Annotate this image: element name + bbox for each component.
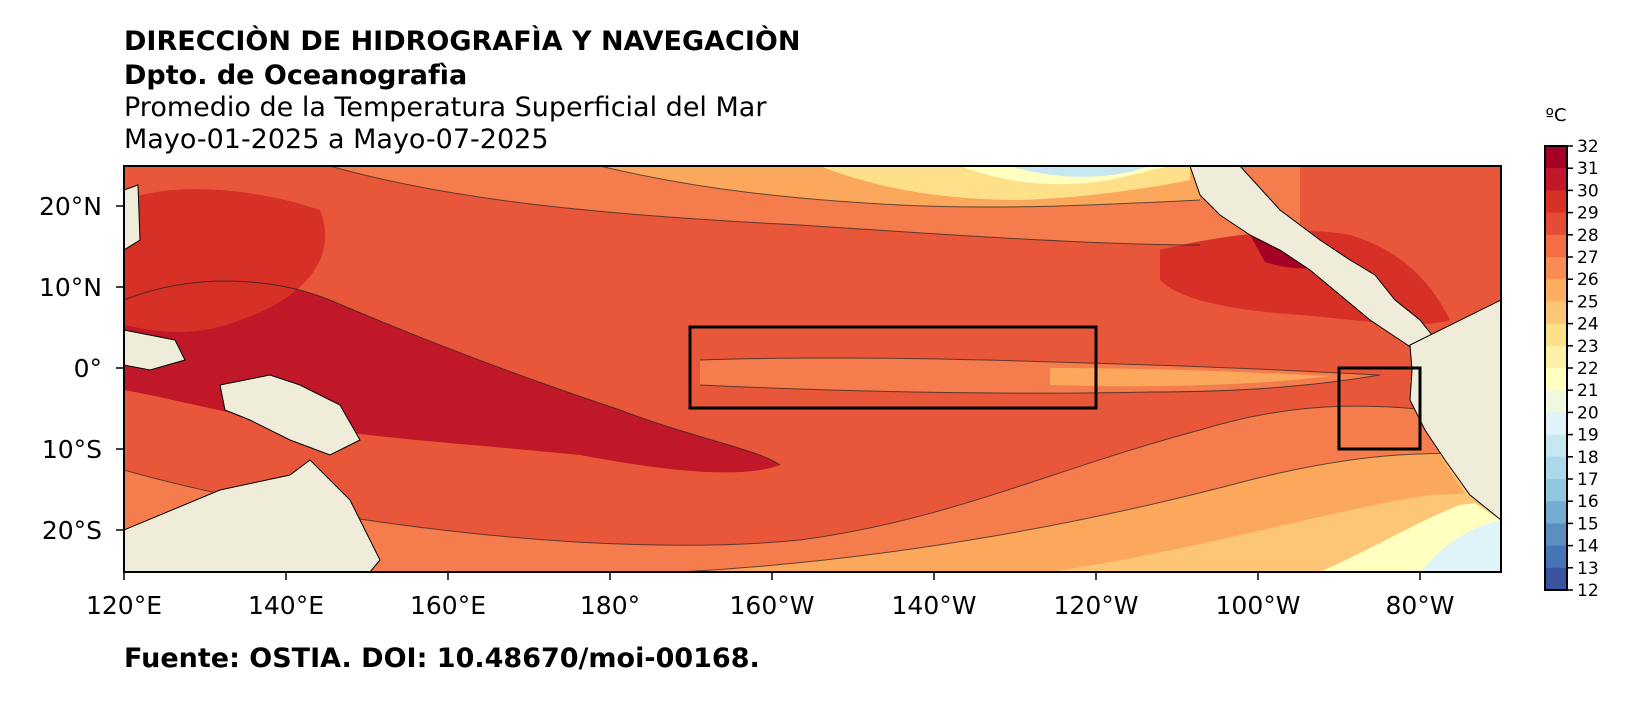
colorbar-swatch xyxy=(1545,234,1567,258)
colorbar-unit: ºC xyxy=(1545,105,1566,126)
colorbar-tick-label: 21 xyxy=(1577,381,1599,401)
land-masses xyxy=(124,166,1501,572)
cold-tongue-core xyxy=(1050,368,1330,387)
map-frame xyxy=(123,165,1502,573)
lon-tick-120w: 120°W xyxy=(1054,591,1139,620)
colorbar-tick-label: 20 xyxy=(1577,403,1599,423)
lat-axis: 20°N 10°N 0° 10°S 20°S xyxy=(39,192,124,545)
colorbar-tick-label: 15 xyxy=(1577,514,1599,534)
source-note: Fuente: OSTIA. DOI: 10.48670/moi-00168. xyxy=(124,643,760,674)
region-nino12 xyxy=(1337,366,1422,451)
land-australia xyxy=(124,459,381,572)
colorbar-tick-label: 12 xyxy=(1577,581,1599,601)
colorbar-swatch xyxy=(1545,168,1567,191)
title-agency: DIRECCIÒN DE HIDROGRAFÌA Y NAVEGACIÒN xyxy=(124,26,801,57)
title-department: Dpto. de Oceanografìa xyxy=(124,60,468,91)
colorbar-swatch xyxy=(1545,545,1567,569)
lon-axis: 120°E 140°E 160°E 180° 160°W 140°W 120°W… xyxy=(86,572,1455,620)
region-nino34 xyxy=(688,325,1098,410)
colorbar-tick-label: 29 xyxy=(1577,204,1599,224)
colorbar-tick-label: 30 xyxy=(1577,181,1599,201)
colorbar-swatch xyxy=(1545,257,1567,280)
colorbar-swatch xyxy=(1545,434,1567,458)
lat-tick-20s: 20°S xyxy=(42,516,102,545)
colorbar-tick-label: 25 xyxy=(1577,292,1599,312)
lat-tick-20n: 20°N xyxy=(39,192,102,221)
lon-tick-180: 180° xyxy=(580,591,640,620)
title-date-range: Mayo-01-2025 a Mayo-07-2025 xyxy=(124,124,549,155)
sst-map xyxy=(124,166,1501,572)
lon-tick-100w: 100°W xyxy=(1216,591,1301,620)
colorbar-swatch xyxy=(1545,479,1567,502)
colorbar-swatch xyxy=(1545,567,1567,591)
title-product: Promedio de la Temperatura Superficial d… xyxy=(124,92,767,123)
lon-tick-80w: 80°W xyxy=(1385,591,1454,620)
colorbar-swatch xyxy=(1545,146,1567,169)
colorbar-swatch xyxy=(1545,301,1567,325)
sst-zone-31 xyxy=(124,281,780,473)
colorbar-swatch xyxy=(1545,279,1567,302)
colorbar-tick-label: 16 xyxy=(1577,492,1599,512)
colorbar-swatch xyxy=(1545,368,1567,391)
colorbar-swatch xyxy=(1545,212,1567,236)
colorbar-tick-label: 26 xyxy=(1577,270,1599,290)
colorbar-swatch xyxy=(1545,323,1567,347)
colorbar-tick-label: 17 xyxy=(1577,470,1599,490)
colorbar-swatch xyxy=(1545,190,1567,214)
colorbar-tick-label: 31 xyxy=(1577,159,1599,179)
lon-tick-160w: 160°W xyxy=(730,591,815,620)
colorbar-tick-label: 27 xyxy=(1577,248,1599,268)
lat-tick-0: 0° xyxy=(74,354,102,383)
colorbar-swatch xyxy=(1545,345,1567,369)
lon-tick-140w: 140°W xyxy=(892,591,977,620)
land-borneo xyxy=(124,329,186,371)
colorbar-tick-label: 19 xyxy=(1577,426,1599,446)
colorbar xyxy=(1545,146,1567,591)
lon-tick-120e: 120°E xyxy=(86,591,162,620)
land-philippines xyxy=(124,184,141,251)
land-south-america xyxy=(1409,299,1501,521)
colorbar-tick-label: 22 xyxy=(1577,359,1599,379)
colorbar-swatch xyxy=(1545,523,1567,547)
colorbar-tick-label: 28 xyxy=(1577,226,1599,246)
lat-tick-10s: 10°S xyxy=(42,435,102,464)
lon-tick-160e: 160°E xyxy=(410,591,486,620)
colorbar-tick-label: 14 xyxy=(1577,537,1599,557)
lat-tick-10n: 10°N xyxy=(39,273,102,302)
colorbar-tick-label: 24 xyxy=(1577,315,1599,335)
lon-tick-140e: 140°E xyxy=(248,591,324,620)
sst-zone-19-north xyxy=(1010,166,1150,177)
colorbar-tick-label: 18 xyxy=(1577,448,1599,468)
colorbar-swatch xyxy=(1545,456,1567,480)
colorbar-swatch xyxy=(1545,390,1567,413)
sst-zone-30 xyxy=(124,189,326,332)
colorbar-swatch xyxy=(1545,501,1567,524)
sst-zone-20 xyxy=(1420,520,1501,572)
isotherms xyxy=(124,166,1501,572)
colorbar-tick-label: 13 xyxy=(1577,559,1599,579)
colorbar-tick-label: 32 xyxy=(1577,137,1599,157)
colorbar-tick-label: 23 xyxy=(1577,337,1599,357)
colorbar-swatch xyxy=(1545,412,1567,436)
land-new-guinea xyxy=(219,374,361,456)
